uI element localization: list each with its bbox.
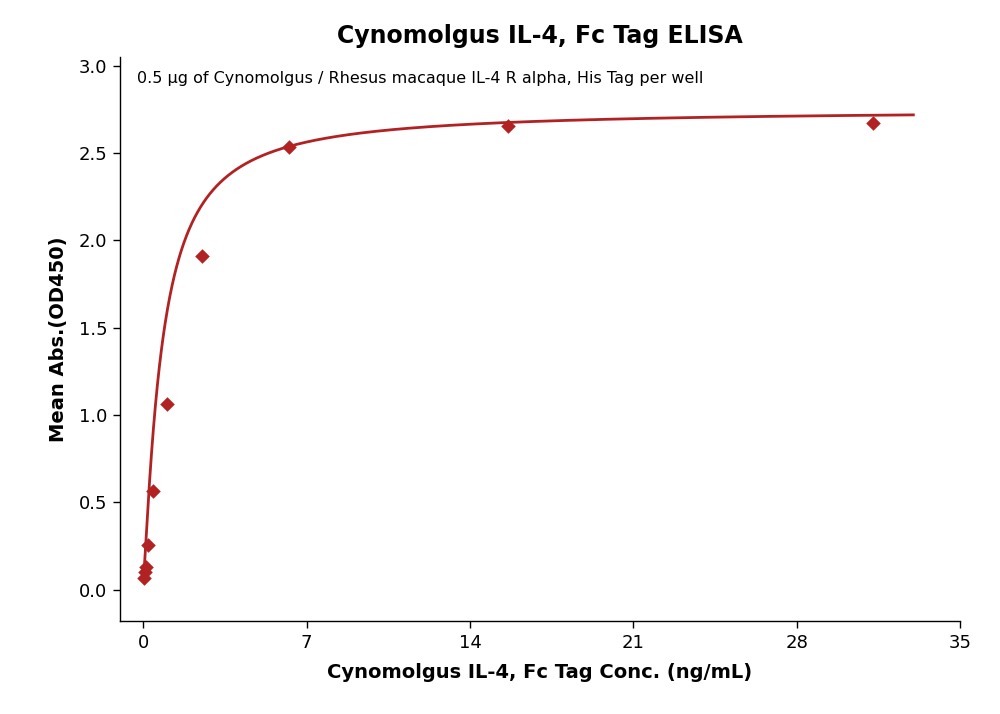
Text: 0.5 μg of Cynomolgus / Rhesus macaque IL-4 R alpha, His Tag per well: 0.5 μg of Cynomolgus / Rhesus macaque IL… xyxy=(137,71,703,86)
X-axis label: Cynomolgus IL-4, Fc Tag Conc. (ng/mL): Cynomolgus IL-4, Fc Tag Conc. (ng/mL) xyxy=(327,663,753,682)
Title: Cynomolgus IL-4, Fc Tag ELISA: Cynomolgus IL-4, Fc Tag ELISA xyxy=(337,24,743,49)
Point xyxy=(194,251,210,262)
Point xyxy=(145,486,161,497)
Point xyxy=(140,540,156,551)
Point xyxy=(500,121,516,132)
Point xyxy=(138,561,154,573)
Point xyxy=(281,141,297,153)
Point xyxy=(159,398,175,409)
Y-axis label: Mean Abs.(OD450): Mean Abs.(OD450) xyxy=(49,236,68,442)
Point xyxy=(136,572,152,583)
Point xyxy=(864,118,881,129)
Point xyxy=(137,567,153,578)
